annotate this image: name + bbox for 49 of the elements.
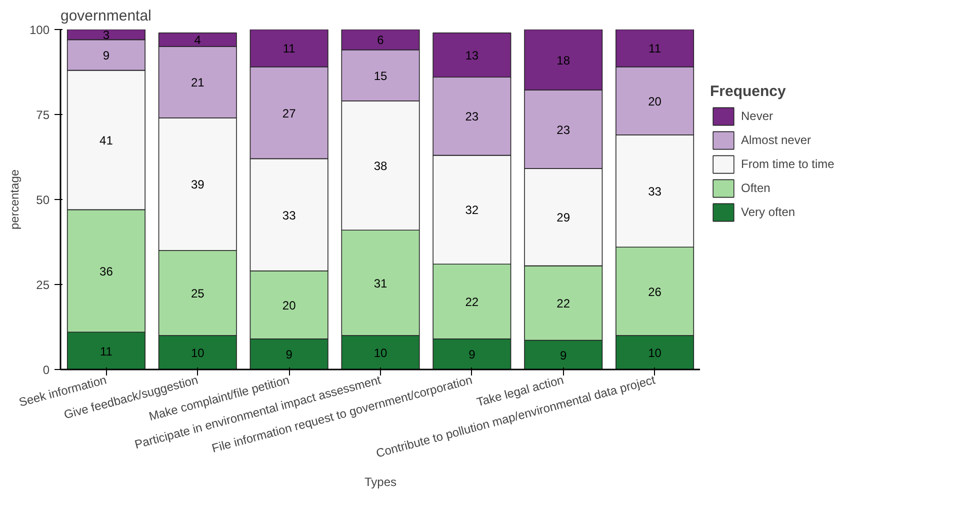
data-label: 11 bbox=[282, 42, 296, 56]
data-label: 3 bbox=[102, 28, 110, 42]
data-label: 10 bbox=[190, 346, 205, 360]
data-label: 31 bbox=[374, 276, 388, 290]
data-label: 25 bbox=[190, 286, 205, 300]
data-label: 33 bbox=[282, 208, 296, 222]
data-label: 20 bbox=[282, 298, 296, 312]
data-label: 4 bbox=[194, 33, 202, 48]
y-tick-label: 25 bbox=[36, 278, 50, 292]
legend-label: Almost never bbox=[741, 133, 812, 147]
y-tick-label: 0 bbox=[42, 363, 50, 377]
data-label: 38 bbox=[374, 159, 388, 173]
data-label: 10 bbox=[648, 346, 662, 360]
y-tick-label: 75 bbox=[36, 108, 50, 122]
data-label: 9 bbox=[468, 348, 476, 362]
data-label: 18 bbox=[556, 53, 570, 68]
data-label: 22 bbox=[556, 296, 570, 311]
data-label: 15 bbox=[374, 68, 388, 83]
legend-label: Very often bbox=[741, 205, 796, 219]
x-axis-title: Types bbox=[364, 475, 397, 490]
data-label: 39 bbox=[190, 178, 205, 192]
data-label: 29 bbox=[556, 210, 570, 225]
data-label: 33 bbox=[648, 184, 662, 198]
data-label: 13 bbox=[465, 48, 479, 62]
data-label: 32 bbox=[465, 203, 479, 218]
data-label: 21 bbox=[190, 76, 205, 90]
data-label: 11 bbox=[100, 344, 113, 358]
data-label: 9 bbox=[560, 348, 568, 362]
data-label: 23 bbox=[465, 110, 479, 124]
data-label: 11 bbox=[648, 42, 662, 56]
y-tick-label: 100 bbox=[29, 23, 50, 37]
y-axis-title: percentage bbox=[7, 169, 22, 230]
data-label: 9 bbox=[102, 48, 110, 62]
legend-title: Frequency bbox=[710, 83, 787, 100]
data-label: 6 bbox=[377, 33, 384, 48]
data-label: 20 bbox=[648, 94, 662, 108]
legend-label: Never bbox=[741, 109, 774, 123]
data-label: 36 bbox=[100, 264, 114, 278]
chart-title: governmental bbox=[60, 8, 152, 24]
legend-label: From time to time bbox=[741, 157, 834, 171]
data-label: 10 bbox=[374, 346, 388, 360]
y-tick-label: 50 bbox=[36, 193, 50, 207]
data-label: 23 bbox=[556, 122, 570, 137]
data-label: 27 bbox=[282, 106, 296, 120]
legend-label: Often bbox=[741, 181, 770, 195]
data-label: 41 bbox=[100, 134, 114, 148]
data-label: 22 bbox=[465, 295, 479, 309]
data-label: 26 bbox=[648, 284, 662, 299]
data-label: 9 bbox=[286, 348, 293, 362]
